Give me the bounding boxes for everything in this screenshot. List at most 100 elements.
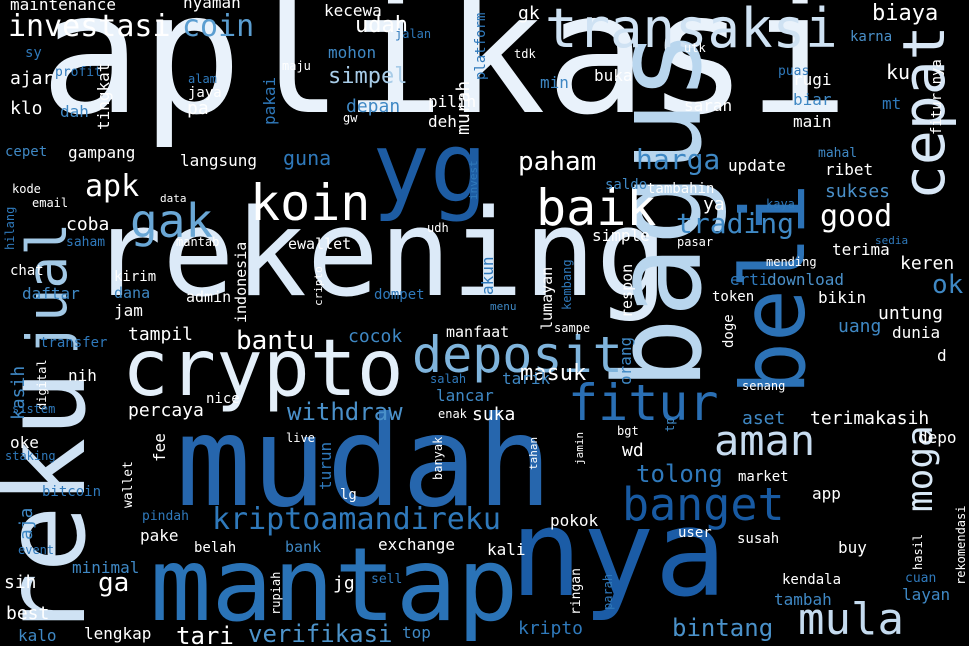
word: ya — [703, 194, 725, 215]
word: bank — [285, 538, 322, 556]
word: biar — [793, 90, 832, 109]
word: kali — [487, 540, 526, 559]
word: mohon — [328, 43, 377, 62]
word: jalan — [395, 27, 432, 41]
word: mahal — [818, 146, 858, 161]
word: kendala — [782, 572, 842, 588]
word: utk — [684, 41, 706, 55]
word: top — [402, 623, 431, 642]
word: manfaat — [446, 323, 510, 341]
word: profit — [55, 65, 102, 80]
word: tambahin — [647, 181, 715, 197]
word: withdraw — [287, 398, 403, 426]
word: lg — [340, 487, 357, 503]
word: terima — [832, 240, 890, 259]
word: bintang — [672, 614, 774, 642]
word: chat — [10, 263, 44, 279]
word: orang — [616, 336, 635, 385]
word: guna — [283, 146, 332, 170]
word: mantap — [150, 526, 519, 645]
word: pilih — [428, 92, 477, 111]
word: exchange — [378, 535, 456, 554]
word: deh — [428, 112, 457, 131]
word: saham — [66, 235, 106, 250]
word: alam — [188, 72, 217, 86]
word: kirim — [114, 269, 157, 285]
word: cocok — [348, 326, 403, 347]
word: simple — [592, 226, 650, 245]
word: menu — [490, 300, 517, 313]
word: transaksi — [545, 0, 838, 60]
word: layan — [902, 585, 951, 604]
word: paham — [518, 147, 597, 177]
word: banyak — [431, 436, 445, 480]
word: pakai — [260, 76, 279, 125]
word: turun — [316, 441, 335, 490]
word: langsung — [180, 151, 258, 170]
word: aman — [714, 416, 816, 465]
word: sih — [4, 572, 37, 593]
word: ga — [98, 568, 130, 598]
word: apk — [85, 169, 140, 204]
word: app — [812, 484, 841, 503]
word: mudah — [176, 390, 553, 535]
word: indonesia — [232, 241, 250, 323]
word: hilang — [3, 206, 17, 250]
word: saldo — [605, 177, 648, 193]
word: uang — [838, 316, 882, 337]
word: belah — [194, 540, 237, 556]
word: ok — [932, 270, 964, 300]
word: aset — [742, 408, 786, 429]
word: invest — [467, 160, 480, 200]
word: terimakasih — [810, 408, 930, 429]
word: dunia — [892, 323, 941, 342]
word: pindah — [142, 509, 189, 524]
word: akun — [478, 256, 497, 295]
word: respon — [618, 263, 636, 318]
word: coin — [182, 9, 255, 44]
word: pasar — [677, 235, 714, 249]
word: ku — [886, 60, 911, 84]
word: erti — [730, 270, 769, 289]
word: mt — [882, 94, 902, 113]
word: nih — [68, 366, 97, 385]
word: admin — [186, 288, 232, 306]
word: hasil — [911, 533, 925, 570]
word: sukses — [825, 181, 891, 202]
word: mula — [798, 594, 904, 645]
word: bgt — [617, 424, 639, 438]
word: parah — [601, 573, 615, 610]
word: pa — [187, 98, 209, 119]
word: gak — [130, 194, 214, 248]
word: harga — [636, 143, 721, 176]
word: jg — [333, 573, 355, 594]
word: dah — [60, 102, 89, 121]
word: tarik — [502, 369, 551, 388]
word: tp — [663, 417, 677, 432]
word: kripto — [518, 618, 584, 639]
word: senang — [742, 379, 786, 393]
word: dompet — [374, 287, 425, 303]
word: download — [767, 270, 845, 289]
word: kaya — [766, 197, 795, 211]
word: tahan — [527, 436, 540, 470]
word: nice — [206, 391, 240, 407]
word: salah — [430, 372, 467, 386]
word: event — [18, 543, 55, 557]
word: yg — [372, 112, 488, 224]
word: wd — [622, 440, 644, 461]
word: enak — [438, 407, 467, 421]
word: gw — [343, 111, 358, 125]
word: nyaman — [183, 0, 241, 12]
word: rupiah — [269, 571, 283, 615]
word: tari — [176, 622, 234, 646]
word: cepet — [5, 144, 48, 160]
word: staking — [5, 449, 56, 463]
word: baik — [536, 179, 657, 237]
word: biaya — [872, 1, 939, 26]
word: kecewa — [324, 1, 382, 20]
word: sy — [25, 45, 42, 61]
word: buy — [838, 538, 867, 557]
word: cripto — [312, 266, 325, 306]
